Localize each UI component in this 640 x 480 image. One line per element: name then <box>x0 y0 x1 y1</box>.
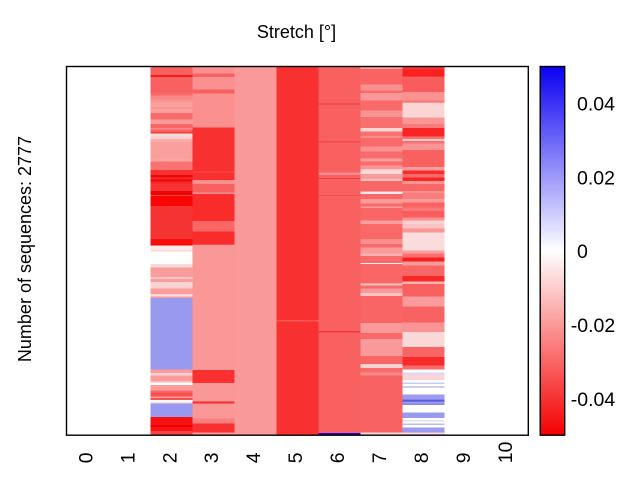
svg-text:0: 0 <box>75 452 97 463</box>
svg-text:Number of sequences: 2777: Number of sequences: 2777 <box>15 136 35 362</box>
svg-text:1: 1 <box>117 452 139 463</box>
svg-text:Stretch [°]: Stretch [°] <box>257 22 336 42</box>
svg-text:0.04: 0.04 <box>577 93 615 115</box>
svg-text:-0.02: -0.02 <box>571 315 615 337</box>
svg-text:5: 5 <box>285 452 307 463</box>
svg-text:10: 10 <box>495 441 517 463</box>
svg-text:3: 3 <box>201 452 223 463</box>
svg-text:0.02: 0.02 <box>577 167 615 189</box>
svg-text:8: 8 <box>411 452 433 463</box>
svg-text:-0.04: -0.04 <box>571 389 616 411</box>
svg-text:4: 4 <box>243 452 265 463</box>
svg-text:7: 7 <box>369 452 391 463</box>
svg-text:6: 6 <box>327 452 349 463</box>
svg-text:9: 9 <box>453 452 475 463</box>
svg-text:2: 2 <box>159 452 181 463</box>
svg-text:0: 0 <box>577 241 588 263</box>
